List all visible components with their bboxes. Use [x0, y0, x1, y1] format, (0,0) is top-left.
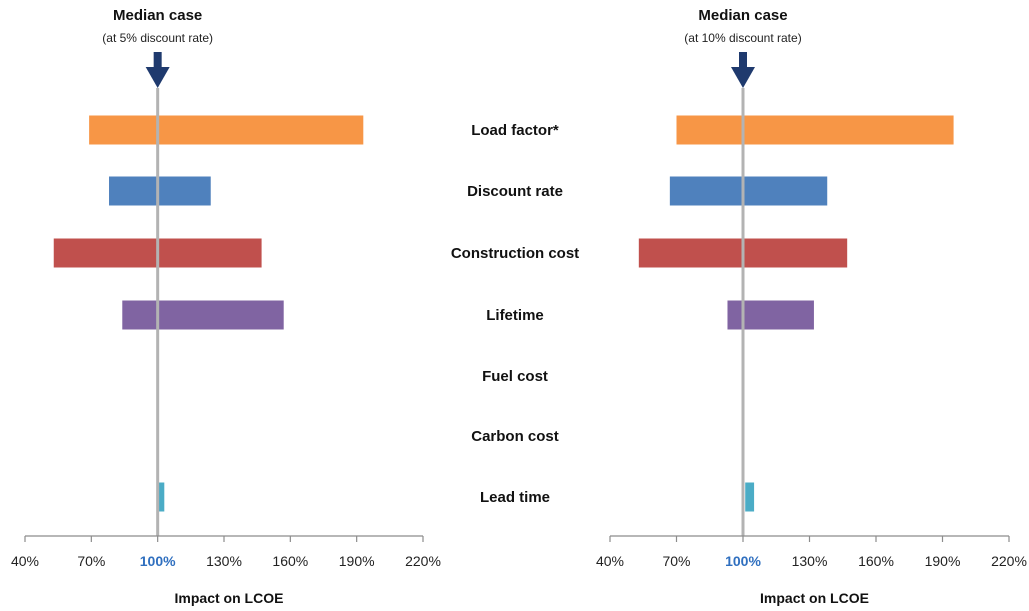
bar-load-factor	[676, 115, 954, 145]
median-case-title: Median case	[698, 7, 787, 24]
bar-discount-rate	[109, 176, 211, 206]
x-tick-label: 40%	[11, 553, 39, 569]
x-tick-label: 190%	[925, 553, 961, 569]
x-tick-label: 130%	[792, 553, 828, 569]
category-labels: Load factor* Discount rate Construction co…	[451, 122, 579, 506]
category-label: Lifetime	[486, 307, 544, 324]
left-panel-5pct: Median case (at 5% discount rate) 40% 70% 10…	[11, 7, 441, 606]
bar-lead-time	[157, 482, 165, 512]
category-label: Discount rate	[467, 183, 563, 200]
x-axis-title: Impact on LCOE	[760, 590, 869, 606]
x-tick-label: 220%	[991, 553, 1027, 569]
x-tick-label: 220%	[405, 553, 441, 569]
x-tick-label: 190%	[339, 553, 375, 569]
bar-load-factor	[89, 115, 364, 145]
category-label: Load factor*	[471, 122, 559, 139]
median-case-subtitle: (at 5% discount rate)	[102, 31, 213, 45]
bar-discount-rate	[669, 176, 828, 206]
x-tick-label: 100%	[140, 553, 176, 569]
x-tick-label: 40%	[596, 553, 624, 569]
x-tick-label: 70%	[77, 553, 105, 569]
bar-lead-time	[745, 482, 755, 512]
x-tick-label: 70%	[662, 553, 690, 569]
x-tick-label: 160%	[272, 553, 308, 569]
category-label: Construction cost	[451, 245, 579, 262]
right-panel-10pct: Median case (at 10% discount rate) 40% 70% 1…	[596, 7, 1027, 606]
median-case-title: Median case	[113, 7, 202, 24]
median-arrow-icon	[145, 52, 170, 88]
category-label: Lead time	[480, 489, 550, 506]
x-tick-label: 100%	[725, 553, 761, 569]
x-axis-title: Impact on LCOE	[175, 590, 284, 606]
x-tick-label: 160%	[858, 553, 894, 569]
bar-lifetime	[122, 300, 284, 330]
category-label: Carbon cost	[471, 428, 559, 445]
category-label: Fuel cost	[482, 368, 548, 385]
median-arrow-icon	[731, 52, 755, 88]
x-tick-label: 130%	[206, 553, 242, 569]
bar-lifetime	[727, 300, 814, 330]
median-case-subtitle: (at 10% discount rate)	[684, 31, 801, 45]
